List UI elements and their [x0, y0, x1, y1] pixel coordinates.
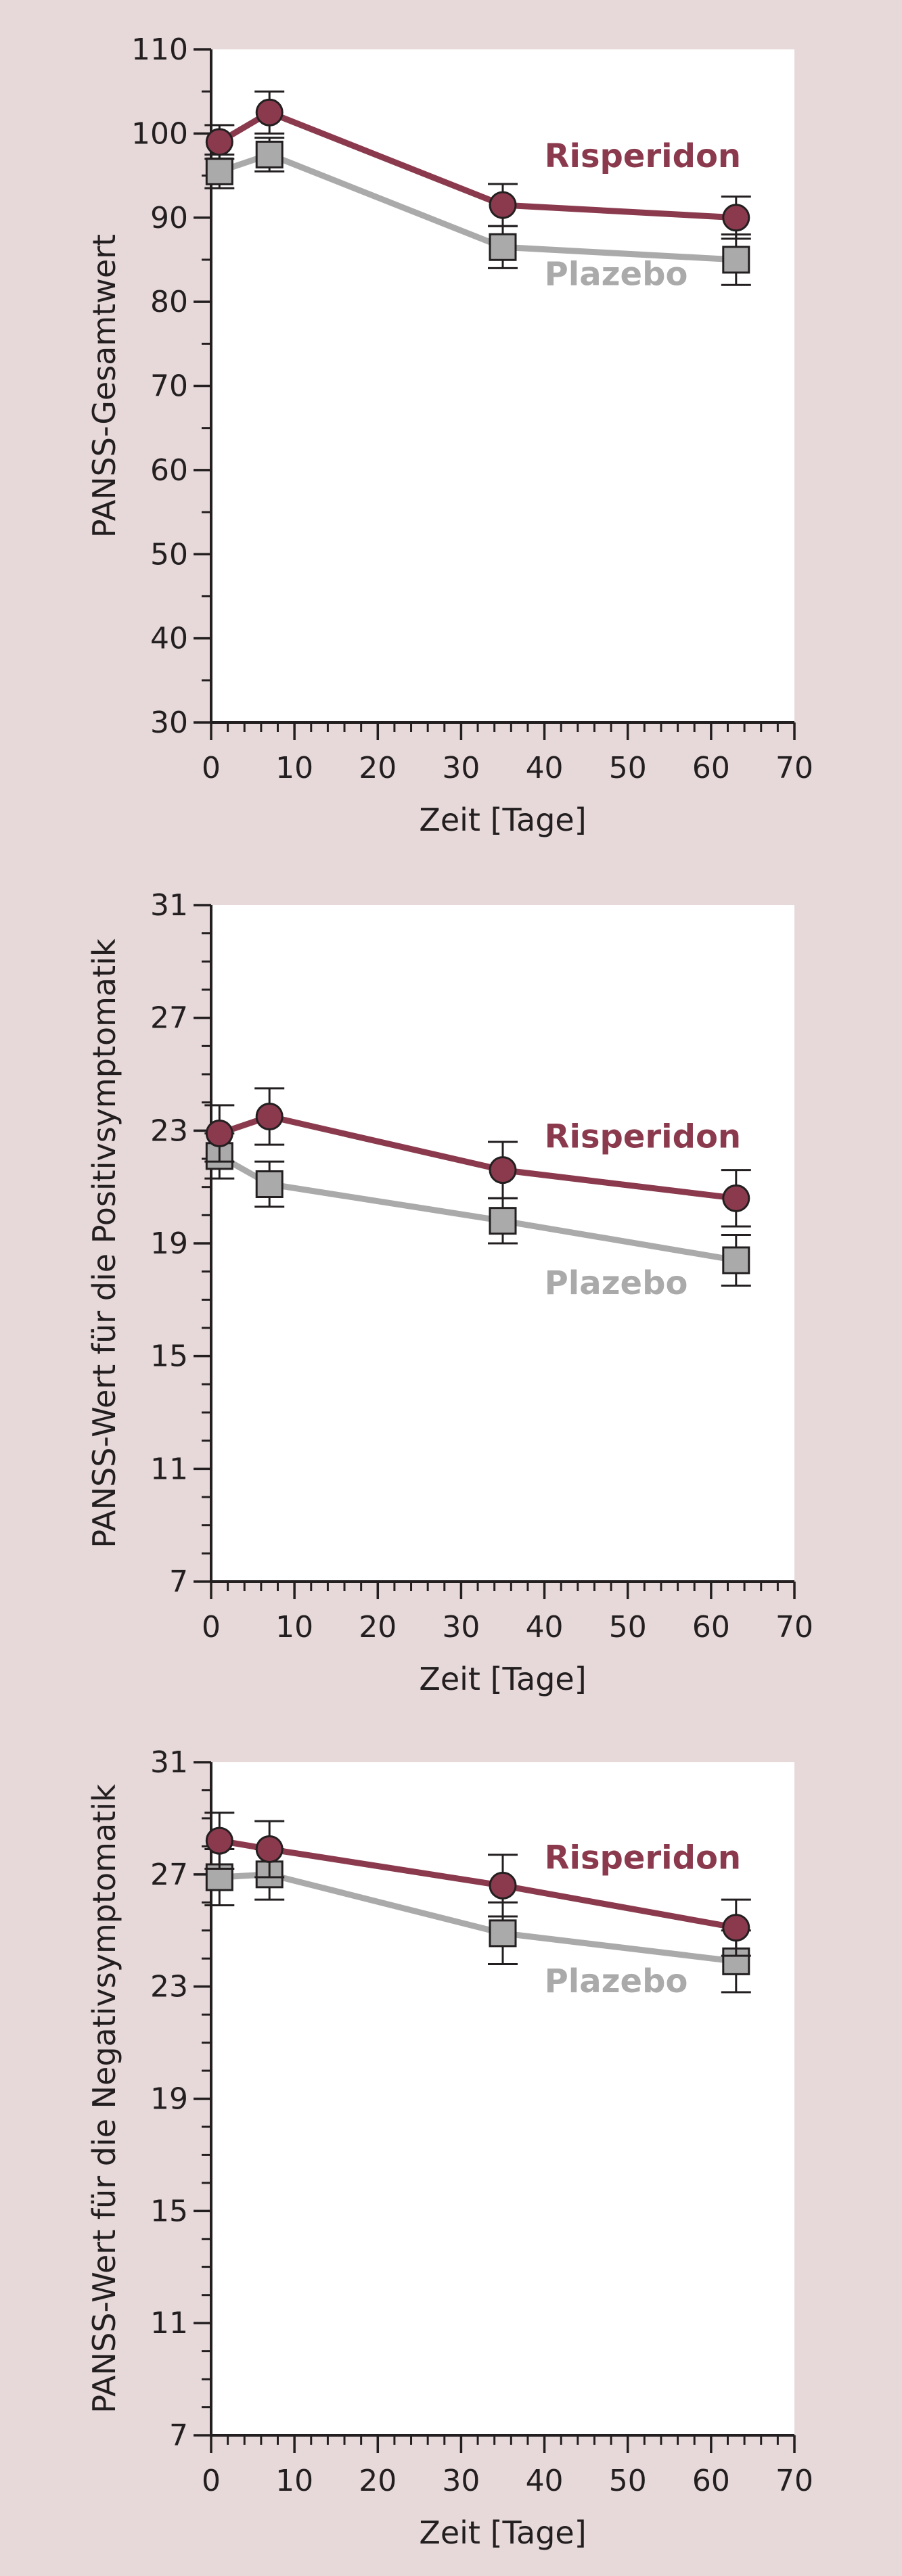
- y-tick-label: 60: [150, 453, 188, 488]
- y-axis-title: PANSS-Wert für die Positivsymptomatik: [86, 938, 122, 1548]
- legend-label-risperidon: Risperidon: [545, 1839, 742, 1877]
- x-tick-label: 0: [202, 2464, 221, 2498]
- x-tick-label: 10: [275, 751, 313, 785]
- series-plazebo: [204, 137, 751, 286]
- x-tick-label: 30: [442, 751, 480, 785]
- data-point: [205, 1120, 233, 1147]
- data-point: [489, 1871, 517, 1900]
- x-tick-label: 70: [775, 2464, 813, 2498]
- y-tick-label: 23: [150, 1970, 188, 2004]
- legend-label-plazebo: Plazebo: [545, 1264, 688, 1302]
- y-axis-title: PANSS-Wert für die Negativsymptomatik: [86, 1784, 122, 2414]
- x-tick-label: 20: [359, 2464, 397, 2498]
- data-point: [489, 191, 517, 219]
- y-tick-label: 15: [150, 1339, 188, 1374]
- y-tick-label: 70: [150, 369, 188, 404]
- x-tick-label: 50: [609, 1610, 647, 1644]
- data-point: [205, 128, 233, 156]
- y-tick-label: 31: [150, 888, 188, 923]
- data-point: [489, 1156, 517, 1184]
- legend-label-risperidon: Risperidon: [545, 1118, 742, 1155]
- y-tick-label: 110: [131, 32, 188, 67]
- series-risperidon: [204, 1087, 751, 1228]
- y-tick-label: 40: [150, 622, 188, 656]
- y-tick-label: 80: [150, 285, 188, 319]
- x-tick-label: 20: [359, 1610, 397, 1644]
- x-tick-label: 10: [275, 2464, 313, 2498]
- y-tick-label: 50: [150, 537, 188, 572]
- data-point: [489, 233, 517, 261]
- x-tick-label: 70: [775, 751, 813, 785]
- y-tick-label: 7: [169, 1565, 188, 1599]
- x-tick-label: 50: [609, 2464, 647, 2498]
- y-tick-label: 19: [150, 1226, 188, 1261]
- series-line: [219, 1837, 737, 1931]
- series-plazebo: [204, 1132, 751, 1287]
- series-line: [218, 1153, 737, 1264]
- x-tick-label: 0: [202, 751, 221, 785]
- y-tick-label: 7: [169, 2418, 188, 2453]
- x-tick-label: 40: [526, 751, 564, 785]
- x-axis-title: Zeit [Tage]: [419, 1661, 586, 1697]
- legend-label-plazebo: Plazebo: [545, 1962, 688, 2000]
- data-point: [722, 204, 750, 232]
- x-tick-label: 60: [692, 1610, 730, 1644]
- y-tick-label: 19: [150, 2082, 188, 2117]
- series-line: [218, 151, 737, 263]
- data-point: [255, 1835, 284, 1864]
- series-line: [219, 1871, 737, 1964]
- chart-panel-1: 0 10 20 30 40 50 60 70 30 40 50 60 70 80 90 100 110 Zeit …: [86, 32, 813, 838]
- y-tick-label: 27: [150, 1858, 188, 1892]
- data-point: [489, 1919, 517, 1948]
- legend-label-plazebo: Plazebo: [545, 255, 688, 293]
- legend-label-risperidon: Risperidon: [545, 137, 742, 175]
- x-tick-label: 50: [609, 751, 647, 785]
- y-tick-label: 100: [131, 116, 188, 151]
- y-tick-label: 15: [150, 2194, 188, 2228]
- x-axis-title: Zeit [Tage]: [419, 2514, 586, 2551]
- x-tick-label: 70: [775, 1610, 813, 1644]
- data-point: [722, 1246, 750, 1274]
- series-risperidon: [204, 1812, 751, 1957]
- data-point: [722, 246, 750, 274]
- series-risperidon: [204, 90, 751, 240]
- data-point: [722, 1914, 750, 1942]
- chart-panel-3: 0 10 20 30 40 50 60 70 7 11 15 19 23 27 31 Zeit [Tage] P…: [86, 1745, 813, 2551]
- y-tick-label: 11: [150, 2306, 188, 2341]
- data-point: [205, 1826, 233, 1855]
- x-tick-label: 10: [275, 1610, 313, 1644]
- y-tick-label: 30: [150, 706, 188, 740]
- y-axis-title: PANSS-Gesamtwert: [86, 234, 122, 538]
- data-point: [489, 1207, 517, 1235]
- series-line: [218, 109, 737, 221]
- x-tick-label: 40: [526, 2464, 564, 2498]
- x-tick-label: 20: [359, 751, 397, 785]
- data-point: [722, 1184, 750, 1212]
- x-tick-label: 0: [202, 1610, 221, 1644]
- x-tick-label: 30: [442, 2464, 480, 2498]
- x-tick-label: 40: [526, 1610, 564, 1644]
- x-axis-title: Zeit [Tage]: [419, 802, 586, 838]
- x-tick-label: 30: [442, 1610, 480, 1644]
- data-point: [255, 98, 284, 127]
- x-tick-label: 60: [692, 2464, 730, 2498]
- y-tick-label: 27: [150, 1001, 188, 1036]
- data-point: [255, 1170, 284, 1198]
- x-tick-label: 60: [692, 751, 730, 785]
- data-point: [255, 1103, 284, 1130]
- y-tick-label: 23: [150, 1113, 188, 1148]
- series-line: [218, 1113, 737, 1201]
- chart-panel-2: 0 10 20 30 40 50 60 70 7 11 15 19 23 27 31 Zeit [Tage] P…: [86, 888, 813, 1697]
- plot-area: [211, 49, 794, 722]
- y-tick-label: 31: [150, 1745, 188, 1780]
- y-tick-label: 11: [150, 1452, 188, 1486]
- data-point: [255, 140, 284, 168]
- data-point: [205, 157, 233, 185]
- y-tick-label: 90: [150, 201, 188, 235]
